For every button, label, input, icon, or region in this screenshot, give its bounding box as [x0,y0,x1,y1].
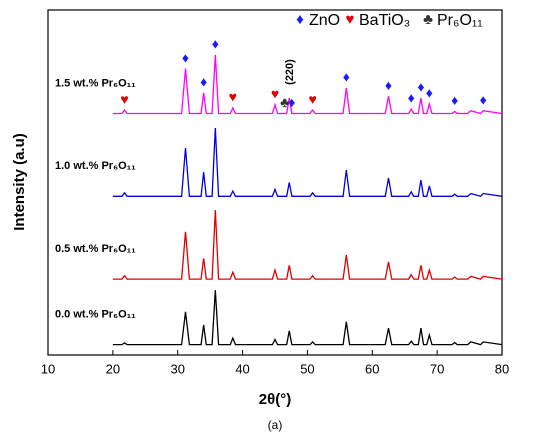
x-tick-label: 50 [300,361,314,376]
series-label: 0.5 wt.% Pr₆O₁₁ [55,243,136,255]
series-label: 1.0 wt.% Pr₆O₁₁ [55,160,136,172]
series-line [112,290,503,346]
legend-label: BaTiO₃ [359,12,410,29]
x-tick-label: 60 [365,361,379,376]
plot-frame [47,9,503,356]
x-tick-label: 30 [170,361,184,376]
phase-marker: ♦ [408,90,415,106]
x-tick-label: 10 [41,361,55,376]
phase-marker: ♥ [308,91,316,107]
x-tick-label: 70 [430,361,444,376]
y-axis-label: Intensity (a.u) [11,133,28,231]
phase-marker: ♣ [280,94,289,110]
phase-marker: ♦ [200,74,207,90]
phase-marker: ♦ [480,91,487,107]
legend-label: Pr₆O₁₁ [437,12,483,29]
phase-marker: ♥ [229,89,237,105]
series-line [112,210,503,280]
series-label: 1.5 wt.% Pr₆O₁₁ [55,77,136,89]
caption: (a) [268,418,283,432]
phase-marker: ♥ [271,86,279,102]
phase-marker: ♥ [120,91,128,107]
phase-marker: ♦ [212,36,219,52]
series-label: 0.0 wt.% Pr₆O₁₁ [55,309,136,321]
phase-marker: ♦ [385,77,392,93]
legend-symbol: ♣ [423,11,433,28]
x-tick-label: 40 [235,361,249,376]
phase-marker: ♦ [288,94,295,110]
series-line [112,54,503,115]
x-tick-label: 20 [106,361,120,376]
x-axis-label: 2θ(°) [259,391,291,408]
legend-symbol: ♥ [346,11,355,28]
phase-marker: ♦ [343,69,350,85]
legend-label: ZnO [309,12,340,29]
series-line [112,127,503,198]
x-tick-label: 80 [495,361,509,376]
phase-marker: ♦ [182,49,189,65]
phase-marker: ♦ [426,85,433,101]
phase-marker: ♦ [451,92,458,108]
legend-symbol: ♦ [296,11,304,28]
phase-marker: ♦ [417,79,424,95]
peak-annotation: (220) [284,59,296,85]
